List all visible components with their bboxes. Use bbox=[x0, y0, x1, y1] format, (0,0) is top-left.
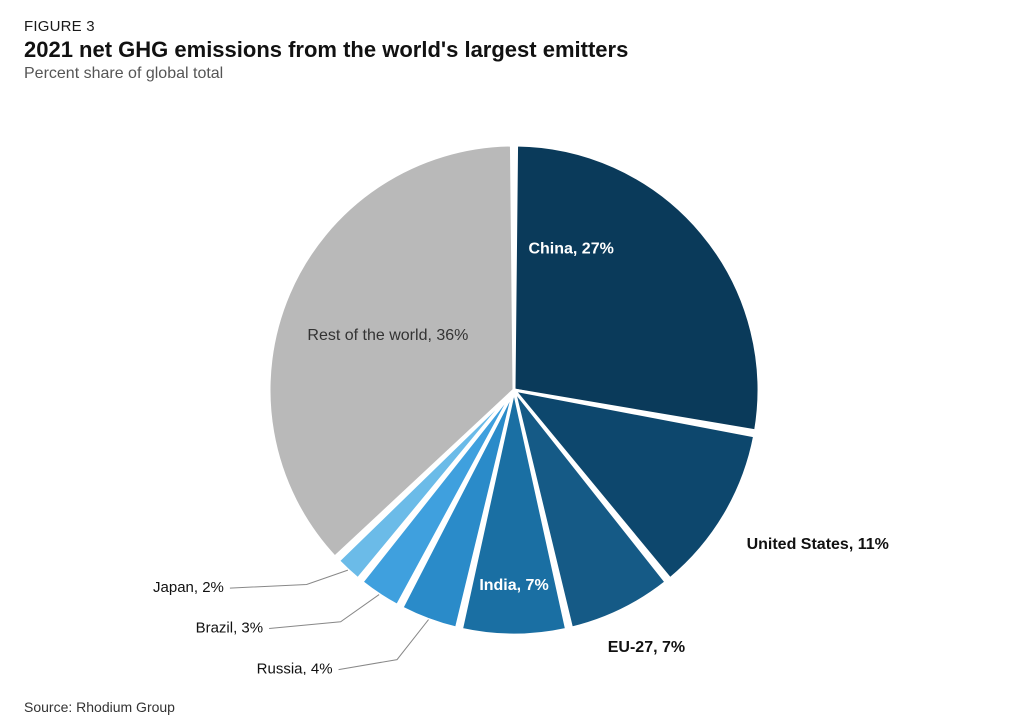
pie-slice-label: United States, 11% bbox=[747, 536, 889, 553]
figure-subtitle: Percent share of global total bbox=[24, 65, 1004, 83]
pie-chart: China, 27% United States, 11% EU-27, 7% Ind… bbox=[0, 100, 1028, 675]
pie-slice-label: Rest of the world, 36% bbox=[307, 327, 468, 344]
pie-slice-label: EU-27, 7% bbox=[608, 639, 685, 656]
pie-slice-label: Brazil, 3% bbox=[196, 620, 264, 637]
pie-slice-label: India, 7% bbox=[479, 577, 548, 594]
callout-line bbox=[230, 570, 348, 588]
callout-line bbox=[339, 620, 429, 670]
pie-chart-svg: China, 27% United States, 11% EU-27, 7% Ind… bbox=[0, 100, 1028, 675]
figure-number: FIGURE 3 bbox=[24, 18, 1004, 35]
pie-slice bbox=[514, 145, 759, 431]
figure-container: FIGURE 3 2021 net GHG emissions from the… bbox=[0, 0, 1028, 727]
pie-slice-label: Russia, 4% bbox=[257, 661, 333, 675]
figure-title: 2021 net GHG emissions from the world's … bbox=[24, 37, 1004, 63]
callout-line bbox=[269, 595, 379, 629]
pie-slice-label: China, 27% bbox=[528, 240, 613, 257]
pie-slice-label: Japan, 2% bbox=[153, 579, 224, 596]
pie-slices bbox=[269, 145, 759, 635]
source-attribution: Source: Rhodium Group bbox=[24, 699, 175, 715]
